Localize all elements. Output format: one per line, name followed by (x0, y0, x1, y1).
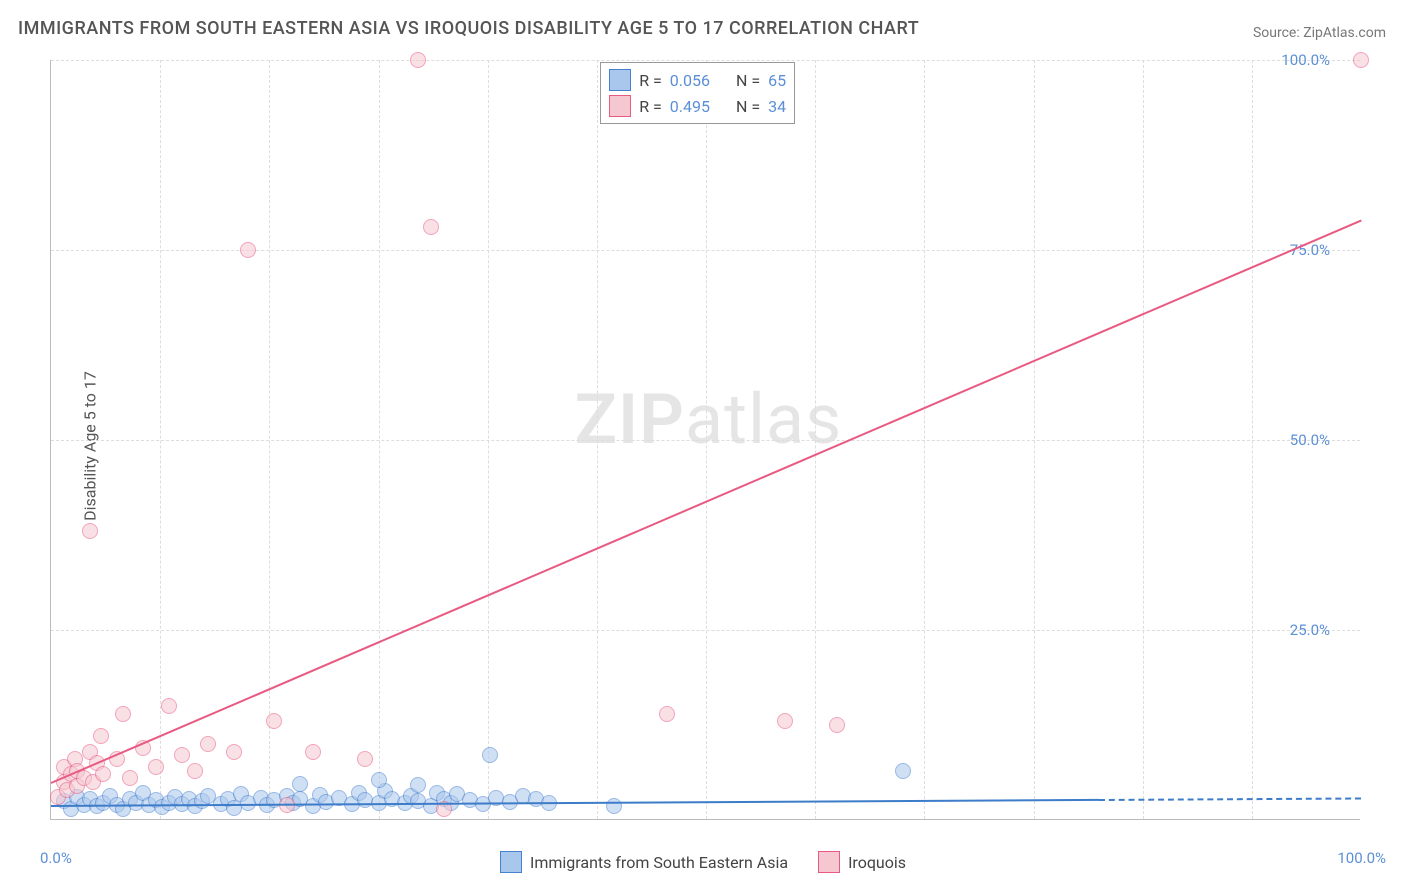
gridline-v (597, 60, 598, 819)
scatter-point (174, 747, 190, 763)
scatter-point (895, 763, 911, 779)
bottom-legend-item: Iroquois (818, 851, 906, 873)
y-tick-label: 50.0% (1290, 431, 1330, 449)
gridline-v (269, 60, 270, 819)
n-label: N = (736, 71, 760, 90)
r-value: 0.495 (670, 97, 710, 116)
gridline-v (488, 60, 489, 819)
correlation-chart: IMMIGRANTS FROM SOUTH EASTERN ASIA VS IR… (0, 0, 1406, 892)
bottom-legend-item: Immigrants from South Eastern Asia (500, 851, 788, 873)
r-label: R = (639, 71, 662, 90)
scatter-point (410, 777, 426, 793)
scatter-point (82, 523, 98, 539)
n-value: 34 (768, 97, 786, 116)
scatter-point (226, 744, 242, 760)
scatter-point (777, 713, 793, 729)
n-label: N = (736, 97, 760, 116)
n-value: 65 (768, 71, 786, 90)
gridline-v (815, 60, 816, 819)
scatter-point (148, 759, 164, 775)
scatter-point (1353, 52, 1369, 68)
legend-stats-row: R = 0.495 N = 34 (609, 93, 786, 119)
bottom-legend: Immigrants from South Eastern Asia Iroquo… (0, 851, 1406, 877)
trend-line (1099, 797, 1361, 801)
legend-swatch (818, 851, 840, 873)
scatter-point (357, 751, 373, 767)
r-label: R = (639, 97, 662, 116)
watermark: ZIPatlas (575, 379, 843, 461)
scatter-point (93, 728, 109, 744)
gridline-v (379, 60, 380, 819)
legend-label: Immigrants from South Eastern Asia (530, 853, 788, 872)
legend-label: Iroquois (848, 853, 906, 872)
scatter-point (266, 713, 282, 729)
scatter-point (292, 776, 308, 792)
gridline-v (1252, 60, 1253, 819)
r-value: 0.056 (670, 71, 710, 90)
legend-swatch (609, 95, 631, 117)
scatter-point (200, 736, 216, 752)
gridline-v (924, 60, 925, 819)
scatter-point (829, 717, 845, 733)
scatter-point (161, 698, 177, 714)
scatter-point (371, 772, 387, 788)
y-tick-label: 100.0% (1281, 51, 1330, 69)
legend-stats-box: R = 0.056 N = 65 R = 0.495 N = 34 (600, 62, 795, 124)
scatter-point (482, 747, 498, 763)
legend-stats-row: R = 0.056 N = 65 (609, 67, 786, 93)
scatter-point (410, 52, 426, 68)
scatter-point (187, 763, 203, 779)
scatter-point (305, 744, 321, 760)
scatter-point (115, 706, 131, 722)
gridline-v (706, 60, 707, 819)
chart-title: IMMIGRANTS FROM SOUTH EASTERN ASIA VS IR… (18, 18, 919, 39)
plot-area: ZIPatlas 25.0%50.0%75.0%100.0% (50, 60, 1360, 820)
legend-swatch (609, 69, 631, 91)
scatter-point (240, 242, 256, 258)
source-label: Source: ZipAtlas.com (1253, 25, 1386, 41)
scatter-point (95, 766, 111, 782)
scatter-point (423, 219, 439, 235)
gridline-v (1143, 60, 1144, 819)
gridline-v (1034, 60, 1035, 819)
scatter-point (122, 770, 138, 786)
y-tick-label: 25.0% (1290, 621, 1330, 639)
legend-swatch (500, 851, 522, 873)
y-tick-label: 75.0% (1290, 241, 1330, 259)
scatter-point (659, 706, 675, 722)
